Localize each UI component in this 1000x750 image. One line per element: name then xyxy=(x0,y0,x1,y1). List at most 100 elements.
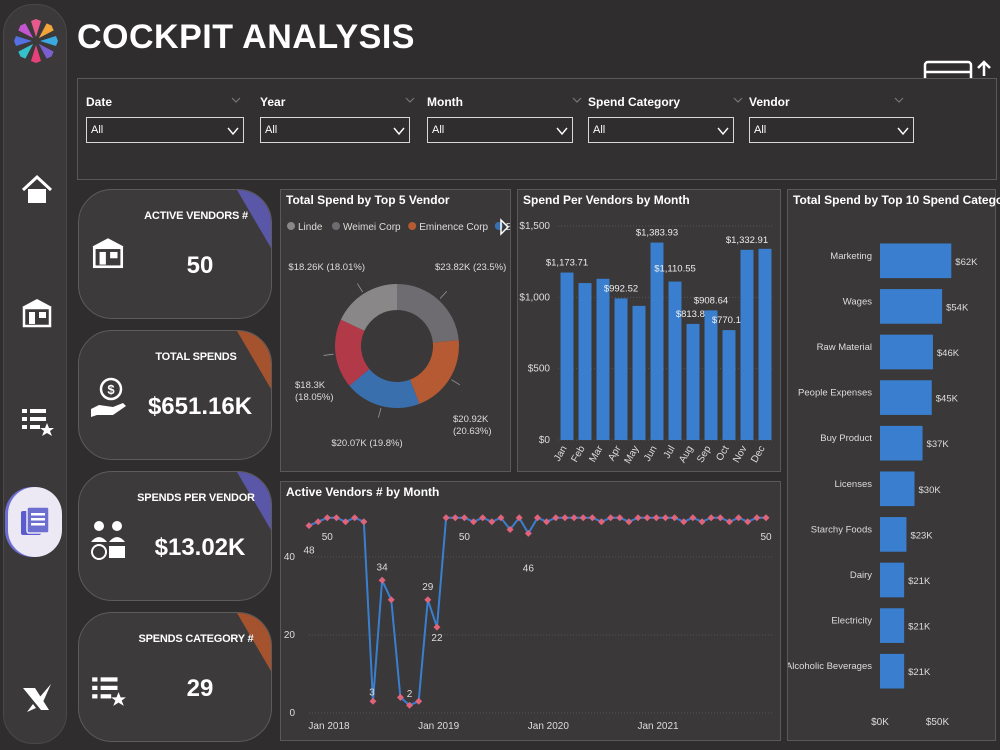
bar xyxy=(650,242,664,440)
active-vendors-month-panel: Active Vendors # by Month 0 20 40 48 50 3 34 2 2… xyxy=(280,481,781,741)
series-marker xyxy=(451,514,459,522)
series-marker xyxy=(570,514,578,522)
category-label: Dairy xyxy=(850,570,872,581)
slice-data-label: $18.3K xyxy=(295,380,326,391)
kpi-total-spends-value: $651.16K xyxy=(147,393,253,420)
bar xyxy=(880,608,905,643)
series-marker xyxy=(735,514,743,522)
donut-slice xyxy=(335,319,370,386)
top5-vendor-title: Total Spend by Top 5 Vendor xyxy=(286,193,450,207)
slice-data-label: $18.26K (18.01%) xyxy=(288,262,365,273)
series-marker xyxy=(643,514,651,522)
kpi-total-spends-label: TOTAL SPENDS xyxy=(155,351,237,363)
card-corner-accent xyxy=(237,472,271,530)
year-select-value: All xyxy=(265,124,278,136)
series-marker xyxy=(744,518,752,526)
donut-slice xyxy=(409,340,459,404)
date-select[interactable]: All xyxy=(86,117,244,143)
x-tick-label: Dec xyxy=(749,444,767,465)
vendor-filter: Vendor All xyxy=(749,93,914,143)
category-label: People Expenses xyxy=(798,388,872,399)
x-tick-label: Oct xyxy=(714,444,731,463)
slice-leader-line xyxy=(356,283,364,293)
series-line xyxy=(308,516,766,707)
series-marker xyxy=(552,514,560,522)
series-marker xyxy=(588,514,596,522)
series-marker xyxy=(515,514,523,522)
nav-logo-mark-button[interactable] xyxy=(14,675,60,721)
slice-data-label: $23.82K (23.5%) xyxy=(435,262,506,273)
series-marker xyxy=(442,514,450,522)
bar xyxy=(880,425,923,461)
series-marker xyxy=(725,518,733,526)
series-marker xyxy=(314,518,322,526)
people-money-icon xyxy=(91,521,125,560)
category-label: Licenses xyxy=(835,479,873,490)
point-data-label: 48 xyxy=(303,546,315,557)
point-data-label: 29 xyxy=(422,582,434,593)
series-marker xyxy=(543,518,551,526)
chevron-down-icon xyxy=(393,127,405,136)
series-marker xyxy=(607,514,615,522)
chevron-down-icon[interactable] xyxy=(893,94,905,106)
series-marker xyxy=(671,514,679,522)
x-tick-label: Jan 2021 xyxy=(637,721,679,732)
legend-swatch xyxy=(408,222,417,230)
active-vendors-month-title: Active Vendors # by Month xyxy=(286,485,440,499)
chevron-down-icon[interactable] xyxy=(732,94,744,106)
series-marker xyxy=(323,514,331,522)
series-marker xyxy=(680,518,688,526)
slice-data-label: (20.63%) xyxy=(453,426,492,437)
legend-next-icon xyxy=(500,218,510,236)
home-icon xyxy=(21,174,53,203)
nav-vendors-button[interactable] xyxy=(14,290,60,336)
y-tick-label: $0 xyxy=(539,435,551,446)
nav-categories-button[interactable] xyxy=(14,398,60,444)
spend-category-select[interactable]: All xyxy=(588,117,734,143)
legend-entry: Weimei Corp xyxy=(343,222,401,233)
kpi-active-vendors-card: ACTIVE VENDORS # 50 xyxy=(78,189,272,319)
vendor-select[interactable]: All xyxy=(749,117,914,143)
bar-data-label: $770.15 xyxy=(712,315,746,326)
x-tick-label: Apr xyxy=(606,443,624,463)
chevron-down-icon[interactable] xyxy=(404,94,416,106)
series-marker xyxy=(460,514,468,522)
x-tick-label: Jul xyxy=(662,444,678,461)
chevron-down-icon[interactable] xyxy=(230,94,242,106)
point-data-label: 22 xyxy=(431,633,443,644)
series-marker xyxy=(506,526,514,534)
bar-data-label: $45K xyxy=(936,394,959,405)
category-label: Raw Material xyxy=(817,342,872,353)
nav-documents-button[interactable] xyxy=(8,487,62,557)
top10-category-title: Total Spend by Top 10 Spend Category xyxy=(793,193,1000,207)
month-select[interactable]: All xyxy=(427,117,573,143)
year-select[interactable]: All xyxy=(260,117,410,143)
series-marker xyxy=(378,576,386,584)
x-tick-label: Jan 2020 xyxy=(528,721,570,732)
y-tick-label: $500 xyxy=(528,364,551,375)
kpi-spends-category-card: SPENDS CATEGORY # 29 xyxy=(78,612,272,742)
legend-entry: Linde xyxy=(298,222,323,233)
bar-data-label: $37K xyxy=(927,439,950,450)
category-label: Marketing xyxy=(830,251,872,262)
series-marker xyxy=(351,514,359,522)
series-marker xyxy=(716,514,724,522)
bar xyxy=(880,289,943,324)
vendors-icon xyxy=(22,299,52,328)
spend-category-select-value: All xyxy=(593,124,606,136)
chevron-down-icon[interactable] xyxy=(571,94,583,106)
series-marker xyxy=(406,701,414,709)
legend-entry: Eminence Corp xyxy=(419,222,488,233)
series-marker xyxy=(616,514,624,522)
series-marker xyxy=(488,518,496,526)
category-label: Starchy Foods xyxy=(811,524,872,535)
kpi-spends-per-vendor-value: $13.02K xyxy=(154,534,246,561)
bar xyxy=(880,517,907,552)
point-data-label: 2 xyxy=(407,689,413,700)
legend-swatch xyxy=(287,222,295,230)
kpi-spends-per-vendor-card: SPENDS PER VENDOR $13.02K xyxy=(78,471,272,601)
category-label: Buy Product xyxy=(820,433,872,444)
series-marker xyxy=(396,693,404,701)
nav-home-button[interactable] xyxy=(14,167,60,213)
